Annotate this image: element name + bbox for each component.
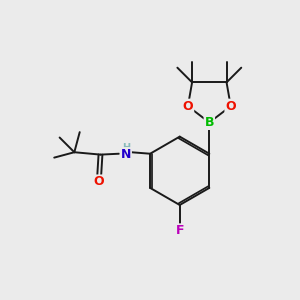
Text: F: F [176, 224, 184, 237]
Text: O: O [183, 100, 193, 113]
Text: H: H [122, 143, 130, 153]
Text: N: N [121, 148, 131, 161]
Text: O: O [225, 100, 236, 113]
Text: O: O [94, 176, 104, 188]
Text: B: B [205, 116, 214, 129]
